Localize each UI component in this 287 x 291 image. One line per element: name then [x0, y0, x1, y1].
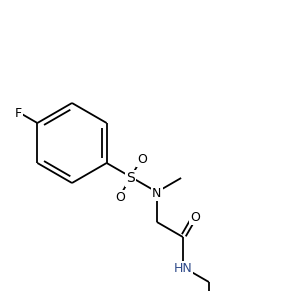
Text: N: N: [152, 187, 162, 200]
Text: O: O: [115, 191, 125, 204]
Text: HN: HN: [173, 262, 192, 275]
Text: O: O: [190, 211, 200, 224]
Text: S: S: [127, 171, 135, 185]
Text: F: F: [15, 107, 22, 120]
Text: O: O: [137, 153, 147, 166]
